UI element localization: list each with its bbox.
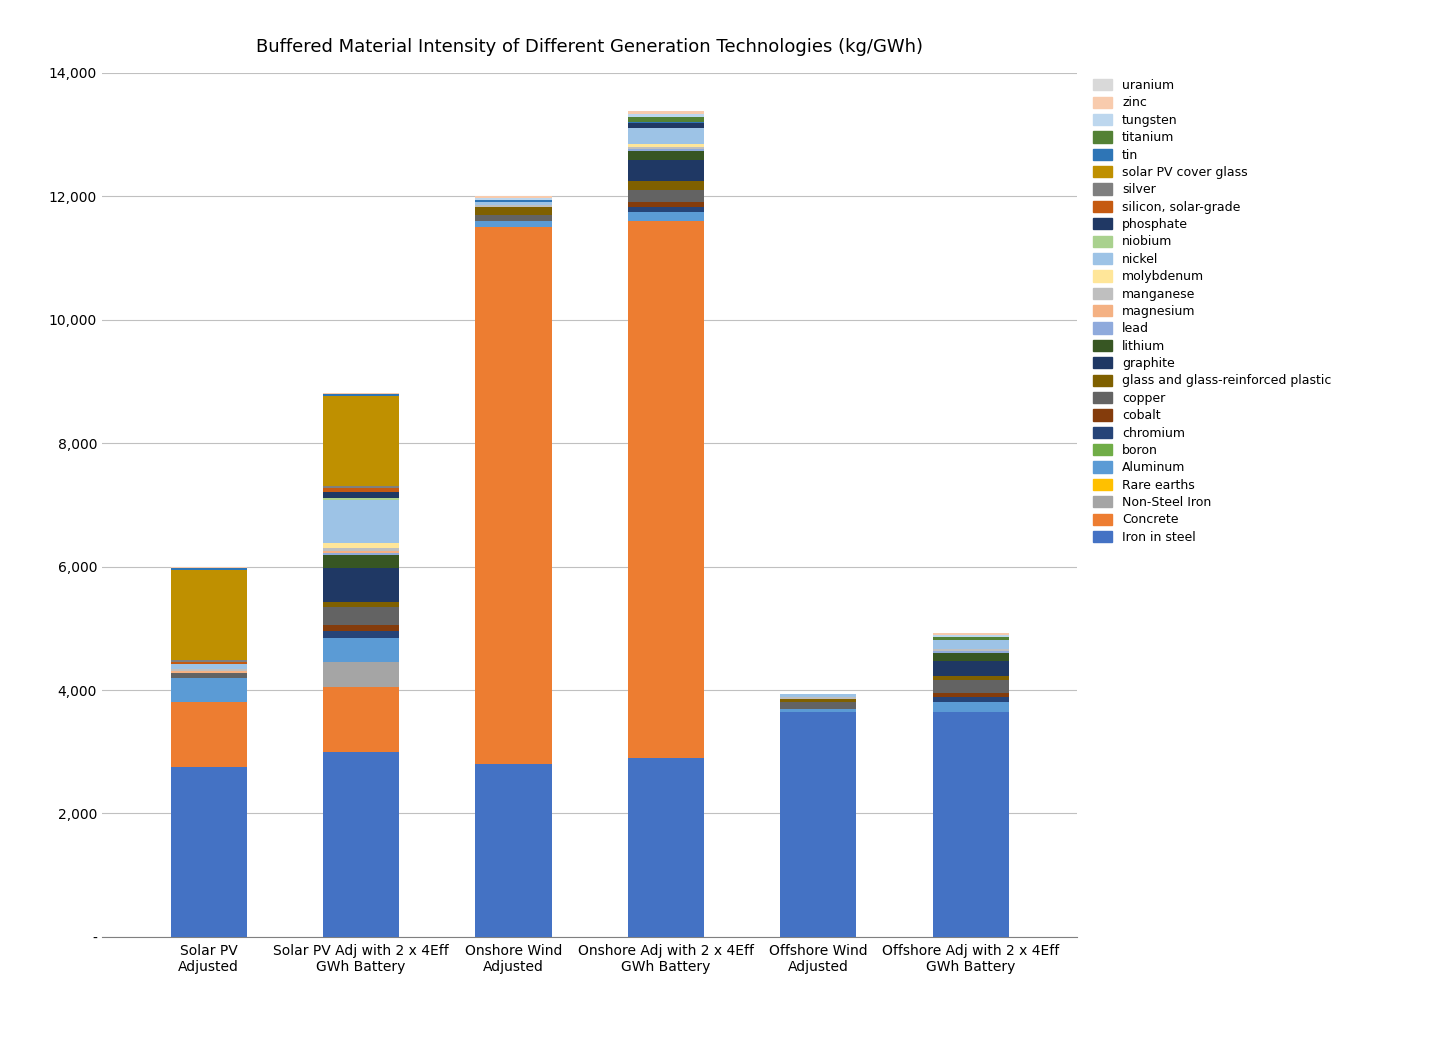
Bar bbox=[170, 570, 246, 660]
Bar bbox=[933, 640, 1009, 650]
Bar bbox=[628, 113, 705, 117]
Bar bbox=[628, 758, 705, 937]
Bar bbox=[628, 117, 705, 122]
Bar bbox=[323, 397, 399, 486]
Bar bbox=[475, 200, 552, 202]
Bar bbox=[780, 696, 856, 699]
Bar bbox=[323, 500, 399, 543]
Bar bbox=[475, 221, 552, 227]
Bar bbox=[780, 693, 856, 696]
Bar bbox=[933, 661, 1009, 677]
Bar bbox=[170, 566, 246, 568]
Bar bbox=[628, 160, 705, 181]
Legend: uranium, zinc, tungsten, titanium, tin, solar PV cover glass, silver, silicon, s: uranium, zinc, tungsten, titanium, tin, … bbox=[1093, 79, 1332, 543]
Bar bbox=[323, 626, 399, 632]
Bar bbox=[475, 764, 552, 937]
Bar bbox=[933, 653, 1009, 661]
Bar bbox=[933, 680, 1009, 692]
Bar bbox=[628, 207, 705, 211]
Title: Buffered Material Intensity of Different Generation Technologies (kg/GWh): Buffered Material Intensity of Different… bbox=[256, 39, 923, 56]
Bar bbox=[933, 633, 1009, 635]
Bar bbox=[475, 202, 552, 205]
Bar bbox=[323, 752, 399, 937]
Bar bbox=[933, 692, 1009, 697]
Bar bbox=[323, 637, 399, 662]
Bar bbox=[475, 197, 552, 198]
Bar bbox=[933, 712, 1009, 937]
Bar bbox=[780, 703, 856, 709]
Bar bbox=[323, 395, 399, 397]
Bar bbox=[933, 635, 1009, 637]
Bar bbox=[933, 697, 1009, 703]
Bar bbox=[323, 492, 399, 498]
Bar bbox=[780, 699, 856, 703]
Bar bbox=[628, 110, 705, 113]
Bar bbox=[323, 486, 399, 488]
Bar bbox=[323, 556, 399, 567]
Bar bbox=[323, 607, 399, 626]
Bar bbox=[323, 553, 399, 556]
Bar bbox=[628, 211, 705, 221]
Bar bbox=[628, 189, 705, 202]
Bar bbox=[170, 670, 246, 672]
Bar bbox=[933, 703, 1009, 712]
Bar bbox=[628, 124, 705, 128]
Bar bbox=[323, 632, 399, 637]
Bar bbox=[933, 637, 1009, 640]
Bar bbox=[170, 669, 246, 670]
Bar bbox=[628, 149, 705, 151]
Bar bbox=[170, 568, 246, 570]
Bar bbox=[628, 128, 705, 144]
Bar bbox=[628, 147, 705, 149]
Bar bbox=[628, 144, 705, 147]
Bar bbox=[170, 664, 246, 669]
Bar bbox=[170, 672, 246, 678]
Bar bbox=[780, 709, 856, 712]
Bar bbox=[475, 207, 552, 214]
Bar bbox=[323, 602, 399, 607]
Bar bbox=[628, 151, 705, 160]
Bar bbox=[628, 181, 705, 189]
Bar bbox=[170, 662, 246, 664]
Bar bbox=[933, 677, 1009, 680]
Bar bbox=[170, 678, 246, 703]
Bar bbox=[475, 205, 552, 207]
Bar bbox=[933, 650, 1009, 652]
Bar bbox=[323, 567, 399, 602]
Bar bbox=[170, 767, 246, 937]
Bar bbox=[628, 122, 705, 124]
Bar bbox=[323, 662, 399, 687]
Bar bbox=[170, 660, 246, 662]
Bar bbox=[323, 498, 399, 500]
Bar bbox=[323, 548, 399, 551]
Bar bbox=[323, 687, 399, 752]
Bar bbox=[323, 543, 399, 548]
Bar bbox=[170, 703, 246, 767]
Bar bbox=[475, 227, 552, 764]
Bar bbox=[628, 202, 705, 207]
Bar bbox=[628, 221, 705, 758]
Bar bbox=[475, 214, 552, 221]
Bar bbox=[323, 551, 399, 553]
Bar bbox=[475, 198, 552, 200]
Bar bbox=[933, 652, 1009, 653]
Bar bbox=[323, 392, 399, 395]
Bar bbox=[323, 488, 399, 492]
Bar bbox=[780, 712, 856, 937]
